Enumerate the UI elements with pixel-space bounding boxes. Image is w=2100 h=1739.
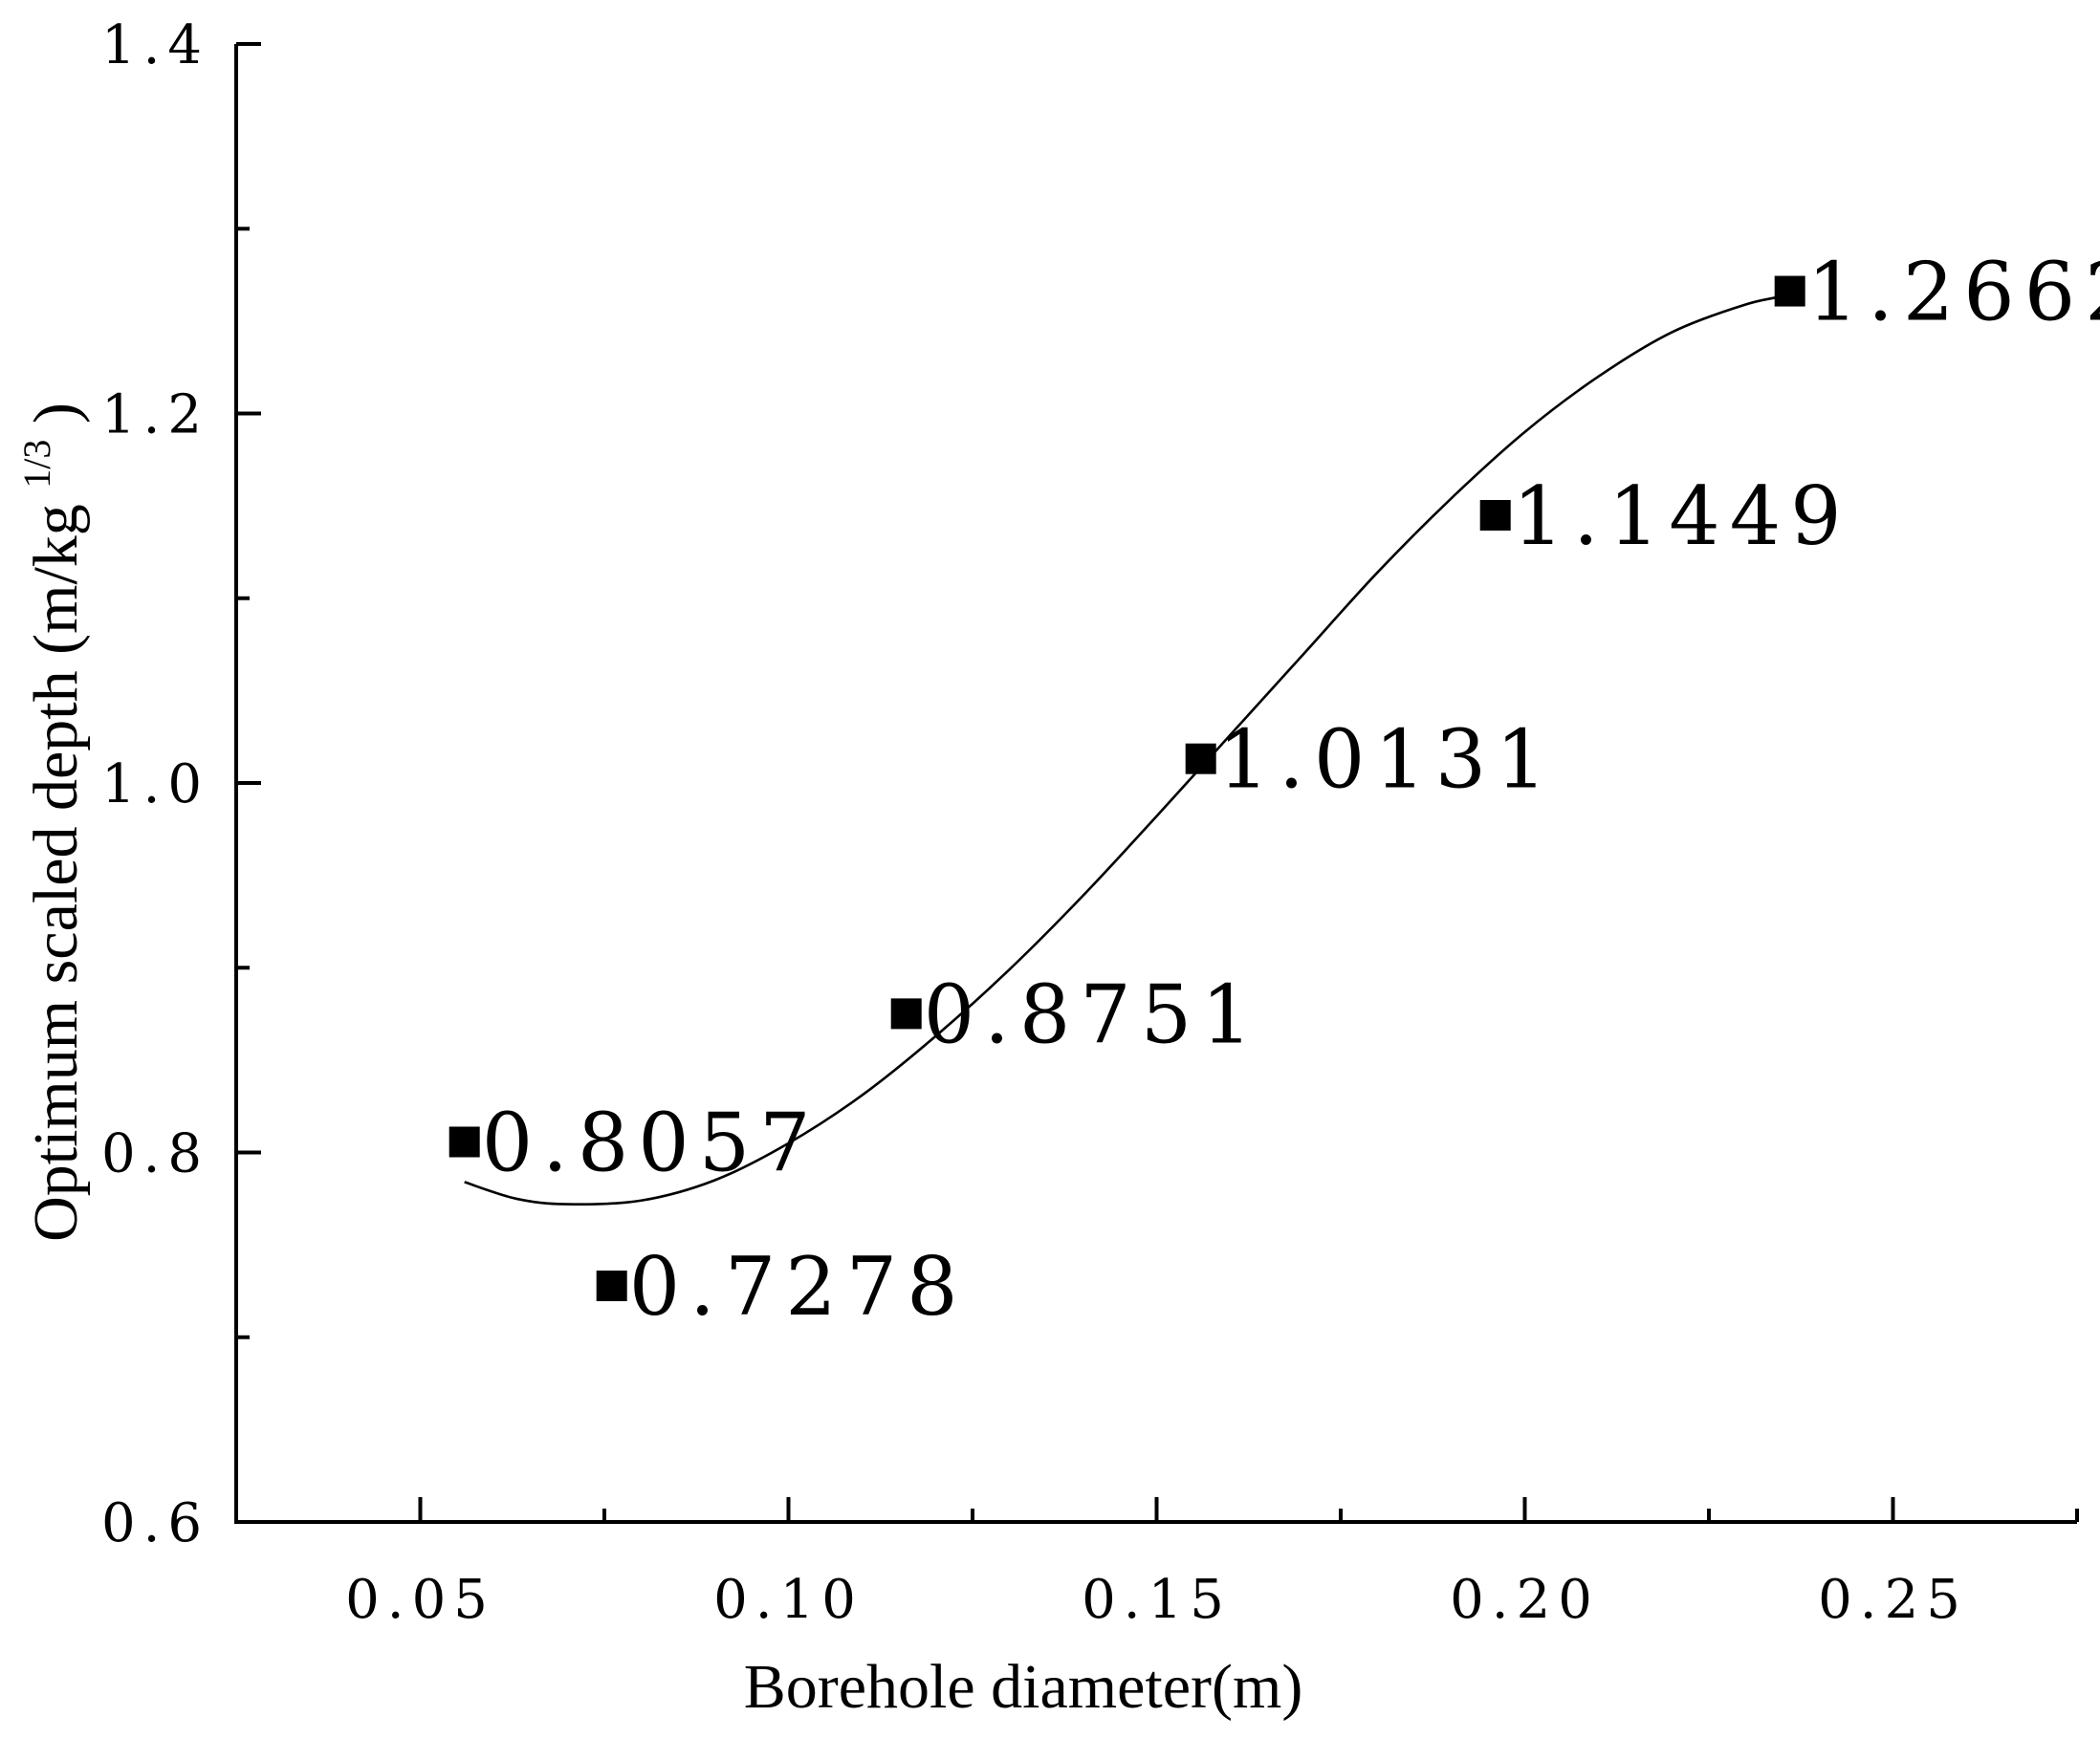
y-axis-title-unit-prefix: (m/kg (21, 504, 91, 655)
y-tick-label: 0.8 (101, 1123, 209, 1185)
data-point-marker (1479, 499, 1511, 531)
y-axis-title-unit-sup: 1/3 (15, 440, 58, 489)
data-labels-layer: 0.8057 0.7278 0.8751 1.0131 1.1449 1.2662 (482, 246, 2100, 1334)
fit-curve-layer (464, 293, 1790, 1206)
y-axis: 0.6 0.8 1.0 1.2 1.4 (101, 14, 261, 1554)
svg-text:Optimum scaled depth (m/: Optimum scaled depth (m/kg 1/3 ) (0, 402, 91, 1242)
data-point-marker (596, 1271, 627, 1302)
x-tick-label: 0.25 (1818, 1569, 1968, 1631)
y-axis-title-main: Optimum scaled depth (21, 670, 91, 1242)
x-axis-title: Borehole diameter(m) (744, 1652, 1303, 1722)
data-label: 1.1449 (1513, 469, 1851, 563)
data-label: 0.7278 (629, 1240, 968, 1334)
y-tick-label: 1.2 (101, 384, 209, 446)
x-tick-label: 0.05 (345, 1569, 495, 1631)
data-point-marker (890, 998, 922, 1030)
data-point-marker (1774, 275, 1805, 307)
y-tick-label: 0.6 (101, 1492, 209, 1554)
x-axis: 0.05 0.10 0.15 0.20 0.25 (236, 1497, 2079, 1631)
data-label: 0.8751 (924, 967, 1262, 1061)
data-label: 1.2662 (1807, 246, 2100, 339)
data-point-marker (448, 1126, 480, 1158)
data-label: 0.8057 (482, 1096, 820, 1189)
x-tick-label: 0.10 (713, 1569, 864, 1631)
y-axis-title-unit-suffix: ) (21, 402, 91, 424)
fit-curve (464, 293, 1790, 1206)
y-tick-label: 1.4 (101, 14, 209, 76)
data-point-marker (1185, 743, 1216, 774)
y-axis-title: Optimum scaled depth (m/kg 1/3 ) (0, 402, 91, 1242)
x-tick-label: 0.15 (1082, 1569, 1232, 1631)
y-tick-label: 1.0 (101, 753, 209, 815)
data-label: 1.0131 (1218, 713, 1557, 807)
markers-layer (448, 275, 1805, 1302)
x-tick-label: 0.20 (1450, 1569, 1600, 1631)
